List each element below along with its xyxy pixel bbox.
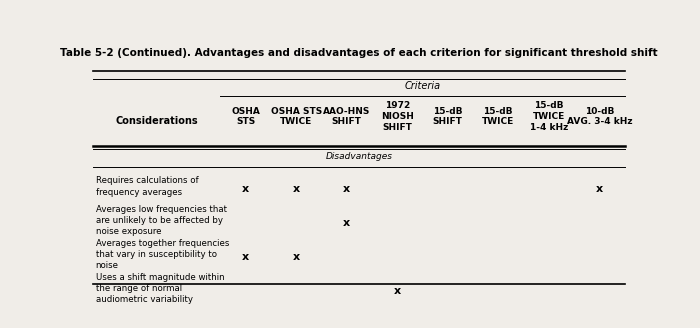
Text: OSHA
STS: OSHA STS [231,107,260,126]
Text: Requires calculations of
frequency averages: Requires calculations of frequency avera… [96,176,198,196]
Text: 10-dB
AVG. 3-4 kHz: 10-dB AVG. 3-4 kHz [566,107,632,126]
Text: 15-dB
TWICE
1-4 kHz: 15-dB TWICE 1-4 kHz [530,101,568,132]
Text: 15-dB
TWICE: 15-dB TWICE [482,107,514,126]
Text: x: x [293,252,300,262]
Text: x: x [242,252,249,262]
Text: 1972
NIOSH
SHIFT: 1972 NIOSH SHIFT [381,101,414,132]
Text: x: x [343,218,350,228]
Text: 15-dB
SHIFT: 15-dB SHIFT [433,107,463,126]
Text: x: x [242,184,249,194]
Text: AAO-HNS
SHIFT: AAO-HNS SHIFT [323,107,370,126]
Text: x: x [393,286,401,296]
Text: OSHA STS
TWICE: OSHA STS TWICE [271,107,322,126]
Text: Averages together frequencies
that vary in susceptibility to
noise: Averages together frequencies that vary … [96,239,229,270]
Text: Considerations: Considerations [116,116,198,126]
Text: Disadvantages: Disadvantages [326,152,392,161]
Text: Table 5-2 (Continued). Advantages and disadvantages of each criterion for signif: Table 5-2 (Continued). Advantages and di… [60,48,657,58]
Text: Uses a shift magnitude within
the range of normal
audiometric variability: Uses a shift magnitude within the range … [96,273,224,304]
Text: Criteria: Criteria [405,81,440,91]
Text: x: x [596,184,603,194]
Text: Averages low frequencies that
are unlikely to be affected by
noise exposure: Averages low frequencies that are unlike… [96,205,227,236]
Text: x: x [343,184,350,194]
Text: x: x [293,184,300,194]
